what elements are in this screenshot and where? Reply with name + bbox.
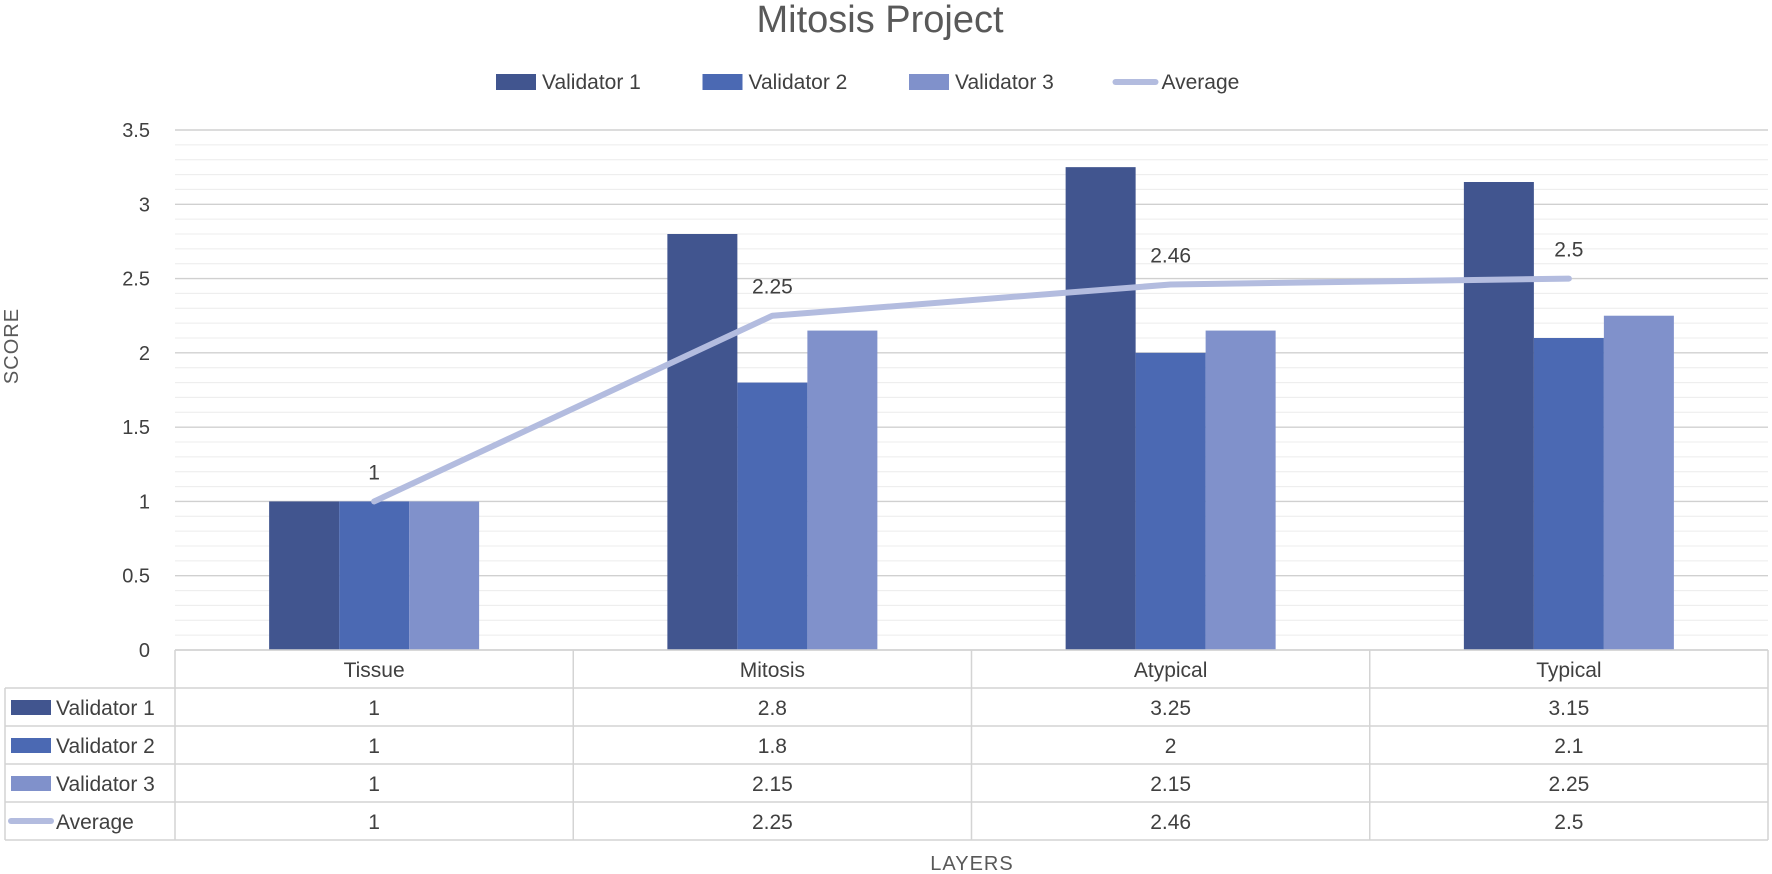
table-legend-key — [11, 776, 51, 791]
data-label-average-tissue: 1 — [368, 461, 380, 484]
legend-item-average: Average — [1112, 71, 1240, 94]
legend-item-validator-3: Validator 3 — [909, 71, 1054, 94]
bar-validator-1-tissue — [269, 501, 340, 650]
y-axis-label: SCORE — [1, 308, 23, 384]
legend-item-validator-1: Validator 1 — [496, 71, 641, 94]
table-row: Validator 1 1 2.8 3.25 3.15 — [11, 697, 1589, 720]
table-header-atypical: Atypical — [1134, 659, 1208, 682]
table-cell-validator-3-atypical: 2.15 — [1150, 773, 1191, 796]
legend: Validator 1 Validator 2 Validator 3 Average — [496, 71, 1239, 94]
y-tick-label: 0 — [139, 640, 150, 662]
table-row-label: Validator 1 — [56, 697, 155, 720]
table-cell-validator-2-tissue: 1 — [368, 735, 380, 758]
table-cell-average-atypical: 2.46 — [1150, 811, 1191, 834]
table-cell-average-typical: 2.5 — [1554, 811, 1583, 834]
chart-title: Mitosis Project — [756, 0, 1003, 41]
table-cell-validator-1-typical: 3.15 — [1548, 697, 1589, 720]
table-cell-validator-2-mitosis: 1.8 — [758, 735, 787, 758]
table-row: Validator 2 1 1.8 2 2.1 — [11, 735, 1583, 758]
data-labels: 1 2.25 2.46 2.5 — [368, 239, 1583, 485]
y-axis-ticks: 0 0.5 1 1.5 2 2.5 3 3.5 — [122, 120, 150, 662]
bar-validator-3-tissue — [409, 501, 480, 650]
table-legend-key — [11, 700, 51, 715]
data-label-average-typical: 2.5 — [1554, 239, 1583, 262]
table-row-label: Validator 2 — [56, 735, 155, 758]
y-tick-label: 2 — [139, 343, 150, 365]
x-axis-label: LAYERS — [930, 853, 1013, 874]
legend-item-validator-2: Validator 2 — [702, 71, 848, 94]
y-tick-label: 1 — [139, 491, 150, 513]
y-tick-label: 1.5 — [122, 417, 150, 439]
bar-validator-3-typical — [1603, 315, 1674, 650]
bar-validator-2-mitosis — [737, 382, 808, 650]
legend-label: Validator 1 — [542, 71, 641, 94]
legend-label: Average — [1162, 71, 1240, 94]
bars — [269, 167, 1674, 650]
bar-validator-2-typical — [1533, 338, 1604, 650]
y-tick-label: 3 — [139, 194, 150, 216]
table-header-typical: Typical — [1536, 659, 1601, 682]
table-cell-validator-1-tissue: 1 — [368, 697, 380, 720]
table-header-tissue: Tissue — [344, 659, 405, 682]
table-row: Average 1 2.25 2.46 2.5 — [8, 811, 1583, 834]
table-row: Validator 3 1 2.15 2.15 2.25 — [11, 773, 1589, 796]
average-line — [371, 275, 1572, 505]
bar-validator-2-atypical — [1135, 352, 1206, 650]
bar-validator-1-typical — [1463, 182, 1534, 650]
table-cell-validator-1-atypical: 3.25 — [1150, 697, 1191, 720]
legend-label: Validator 3 — [955, 71, 1054, 94]
legend-label: Validator 2 — [749, 71, 848, 94]
table-cell-validator-3-mitosis: 2.15 — [752, 773, 793, 796]
table-cell-validator-3-tissue: 1 — [368, 773, 380, 796]
line-average — [371, 275, 1572, 505]
legend-swatch — [909, 74, 949, 90]
bar-validator-3-mitosis — [807, 330, 878, 650]
table-cell-validator-1-mitosis: 2.8 — [758, 697, 787, 720]
table-cell-average-mitosis: 2.25 — [752, 811, 793, 834]
table-cell-validator-2-atypical: 2 — [1165, 735, 1177, 758]
table-row-label: Average — [56, 811, 134, 834]
table-legend-key — [11, 738, 51, 753]
y-tick-label: 0.5 — [122, 566, 150, 588]
table-cell-validator-3-typical: 2.25 — [1548, 773, 1589, 796]
table-row-label: Validator 3 — [56, 773, 155, 796]
bar-validator-1-mitosis — [667, 234, 738, 650]
legend-swatch — [702, 74, 743, 90]
data-label-average-atypical: 2.46 — [1150, 245, 1191, 268]
y-tick-label: 3.5 — [122, 120, 150, 142]
legend-swatch — [496, 74, 536, 90]
data-table: Tissue Mitosis Atypical Typical Validator 1 1… — [4, 649, 1769, 841]
table-cell-average-tissue: 1 — [368, 811, 380, 834]
bar-validator-3-atypical — [1205, 330, 1276, 650]
bar-validator-2-tissue — [339, 501, 410, 650]
table-header-mitosis: Mitosis — [740, 659, 805, 682]
data-label-average-mitosis: 2.25 — [752, 276, 793, 299]
y-tick-label: 2.5 — [122, 269, 150, 291]
table-cell-validator-2-typical: 2.1 — [1554, 735, 1583, 758]
bar-validator-1-atypical — [1065, 167, 1136, 650]
